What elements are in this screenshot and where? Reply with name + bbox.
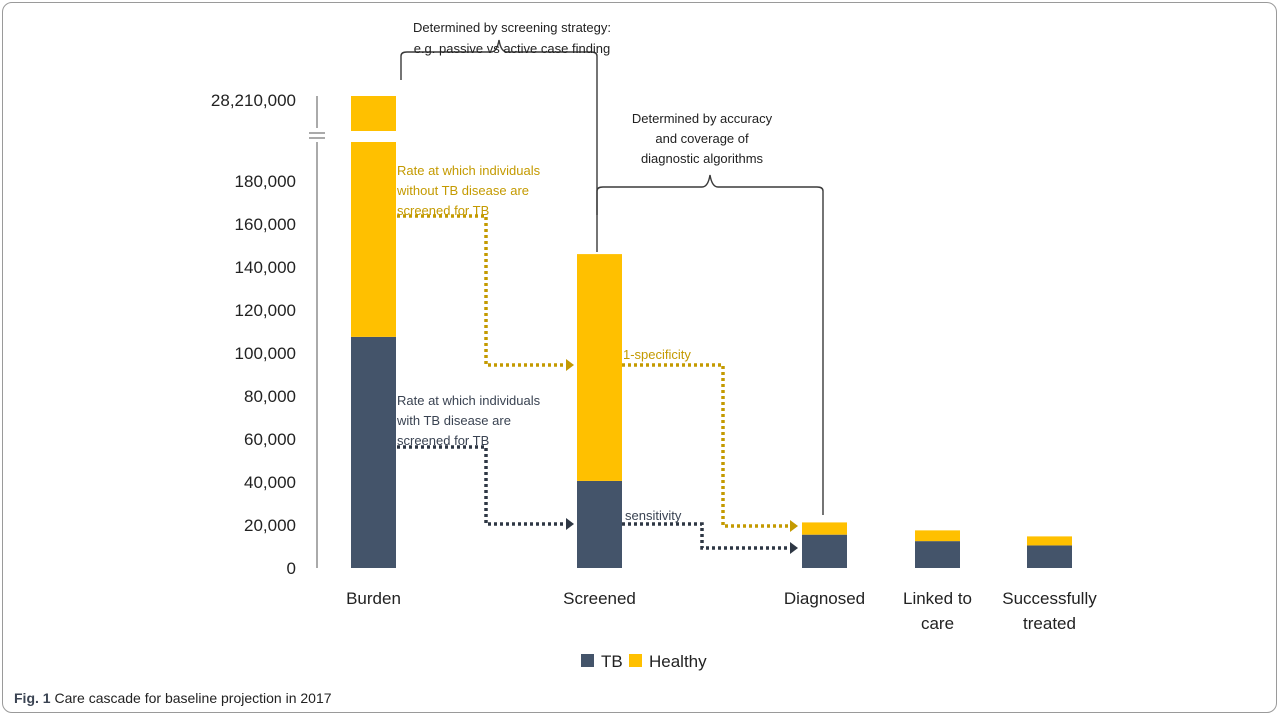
bracket1-annotation: Determined by screening strategy: xyxy=(413,20,611,35)
bar-healthy-4 xyxy=(915,530,960,542)
x-category-label: Burden xyxy=(346,589,401,608)
y-tick-label: 100,000 xyxy=(235,344,296,363)
y-tick-label: 140,000 xyxy=(235,258,296,277)
healthy-flow-arrow-head xyxy=(566,359,574,371)
x-category-label: care xyxy=(921,614,954,633)
figure-caption: Fig. 1 Care cascade for baseline project… xyxy=(14,690,332,706)
healthy-flow-arrow xyxy=(397,214,566,367)
legend-label-tb: TB xyxy=(601,652,623,671)
tb-rate-annotation: screened for TB xyxy=(397,433,489,448)
specificity-annotation: 1-specificity xyxy=(623,347,691,362)
tb-flow-arrow xyxy=(397,445,566,526)
x-category-label: treated xyxy=(1023,614,1076,633)
bracket-screening-strategy xyxy=(400,39,598,252)
bar-tb-3 xyxy=(802,534,847,568)
healthy-rate-annotation: screened for TB xyxy=(397,203,489,218)
figure-number: Fig. 1 xyxy=(14,690,51,706)
legend-swatch-healthy xyxy=(629,654,642,667)
x-category-label: Linked to xyxy=(903,589,972,608)
sensitivity-flow-arrow-head xyxy=(790,542,798,554)
y-tick-label: 120,000 xyxy=(235,301,296,320)
sensitivity-flow-arrow xyxy=(622,522,790,550)
bar-healthy-2 xyxy=(577,254,622,481)
bracket-diagnostic-accuracy xyxy=(596,174,824,515)
bracket2-annotation: and coverage of xyxy=(655,131,749,146)
specificity-flow-arrow xyxy=(622,363,790,528)
y-tick-label: 180,000 xyxy=(235,172,296,191)
tb-rate-annotation: with TB disease are xyxy=(396,413,511,428)
x-category-label: Successfully xyxy=(1002,589,1097,608)
bar-healthy-top-1 xyxy=(351,96,396,131)
x-category-label: Screened xyxy=(563,589,636,608)
y-tick-label: 60,000 xyxy=(244,430,296,449)
y-tick-label-top: 28,210,000 xyxy=(211,91,296,110)
bar-tb-1 xyxy=(351,336,396,568)
bracket2-annotation: Determined by accuracy xyxy=(632,111,773,126)
bar-tb-4 xyxy=(915,541,960,568)
legend-swatch-tb xyxy=(581,654,594,667)
bar-healthy-1 xyxy=(351,142,396,337)
legend-label-healthy: Healthy xyxy=(649,652,707,671)
tb-flow-arrow-head xyxy=(566,518,574,530)
y-tick-label: 160,000 xyxy=(235,215,296,234)
healthy-rate-annotation: without TB disease are xyxy=(396,183,529,198)
bracket2-annotation: diagnostic algorithms xyxy=(641,151,764,166)
tb-rate-annotation: Rate at which individuals xyxy=(397,393,541,408)
y-tick-label: 0 xyxy=(287,559,296,578)
y-tick-label: 40,000 xyxy=(244,473,296,492)
y-tick-label: 20,000 xyxy=(244,516,296,535)
bar-tb-2 xyxy=(577,480,622,568)
bar-tb-5 xyxy=(1027,545,1072,568)
y-tick-label: 80,000 xyxy=(244,387,296,406)
specificity-flow-arrow-head xyxy=(790,520,798,532)
sensitivity-annotation: sensitivity xyxy=(625,508,682,523)
x-category-label: Diagnosed xyxy=(784,589,865,608)
figure-caption-text: Care cascade for baseline projection in … xyxy=(54,690,332,706)
bracket1-annotation: e.g. passive vs active case finding xyxy=(414,41,611,56)
bar-healthy-5 xyxy=(1027,536,1072,546)
bar-healthy-3 xyxy=(802,522,847,535)
healthy-rate-annotation: Rate at which individuals xyxy=(397,163,541,178)
